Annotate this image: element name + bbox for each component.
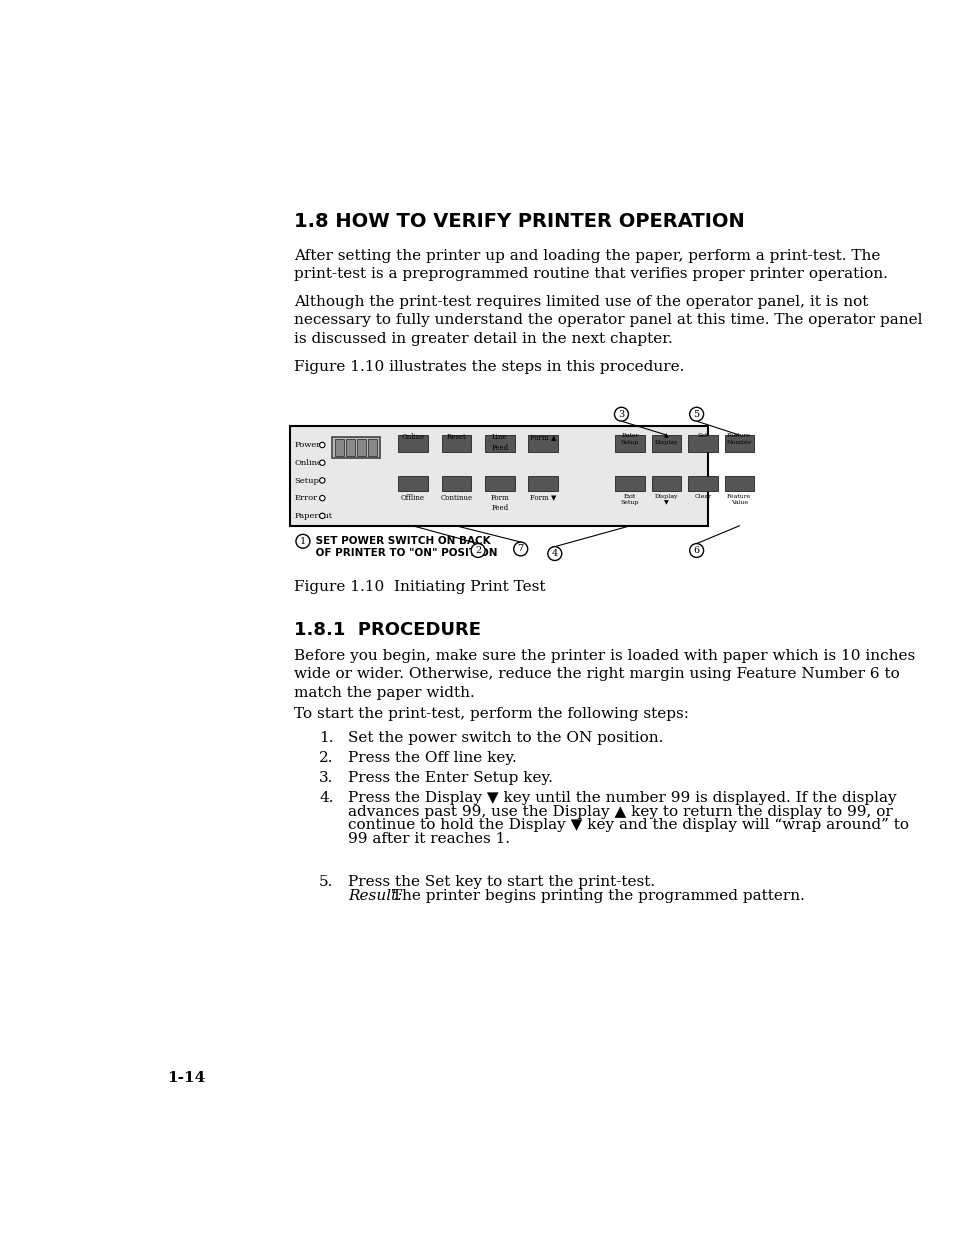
Circle shape xyxy=(319,495,325,501)
Circle shape xyxy=(295,535,310,548)
Text: Form
Feed: Form Feed xyxy=(490,494,509,513)
Bar xyxy=(615,435,644,452)
Bar xyxy=(651,435,680,452)
Bar xyxy=(356,438,365,456)
Text: Reset: Reset xyxy=(446,433,466,442)
Text: 7: 7 xyxy=(517,545,523,553)
Text: 5: 5 xyxy=(693,410,699,418)
Text: ▲
Display: ▲ Display xyxy=(654,433,678,444)
Circle shape xyxy=(471,543,484,557)
Text: 3: 3 xyxy=(618,410,624,418)
Text: Set the power switch to the ON position.: Set the power switch to the ON position. xyxy=(348,730,662,745)
Text: Feature
Value: Feature Value xyxy=(726,494,751,505)
Text: Error: Error xyxy=(294,494,317,503)
Text: Paperout: Paperout xyxy=(294,513,333,520)
Circle shape xyxy=(319,478,325,483)
Bar xyxy=(397,475,427,491)
Text: Online: Online xyxy=(294,459,322,467)
Bar xyxy=(368,438,376,456)
Bar xyxy=(335,438,344,456)
Text: Press the Display ▼ key until the number 99 is displayed. If the display: Press the Display ▼ key until the number… xyxy=(348,791,896,805)
Bar xyxy=(528,435,558,452)
Text: 2.: 2. xyxy=(319,750,334,765)
Text: To start the print-test, perform the following steps:: To start the print-test, perform the fol… xyxy=(294,707,688,721)
Text: 1.8 HOW TO VERIFY PRINTER OPERATION: 1.8 HOW TO VERIFY PRINTER OPERATION xyxy=(294,213,743,232)
Text: Set: Set xyxy=(697,433,707,438)
Bar xyxy=(723,475,753,491)
Text: The printer begins printing the programmed pattern.: The printer begins printing the programm… xyxy=(386,889,803,904)
Circle shape xyxy=(547,547,561,561)
Circle shape xyxy=(689,543,703,557)
Text: 3.: 3. xyxy=(319,771,334,785)
Bar xyxy=(651,475,680,491)
Text: Exit
Setup: Exit Setup xyxy=(620,494,639,505)
Circle shape xyxy=(513,542,527,556)
Text: Form ▲: Form ▲ xyxy=(530,433,556,442)
Text: Before you begin, make sure the printer is loaded with paper which is 10 inches
: Before you begin, make sure the printer … xyxy=(294,649,914,699)
Text: Online: Online xyxy=(401,433,424,442)
Text: 4: 4 xyxy=(551,550,558,558)
Bar xyxy=(397,435,427,452)
Bar xyxy=(687,435,717,452)
Text: 6: 6 xyxy=(693,546,699,555)
Bar xyxy=(528,475,558,491)
Bar xyxy=(346,438,355,456)
Text: Continue: Continue xyxy=(440,494,472,501)
Bar xyxy=(332,437,380,458)
Text: OF PRINTER TO "ON" POSITION: OF PRINTER TO "ON" POSITION xyxy=(312,548,497,558)
Text: Line
Feed: Line Feed xyxy=(491,433,508,452)
Circle shape xyxy=(319,514,325,519)
Bar xyxy=(723,435,753,452)
Text: 99 after it reaches 1.: 99 after it reaches 1. xyxy=(348,832,510,847)
Circle shape xyxy=(689,407,703,421)
Text: advances past 99, use the Display ▲ key to return the display to 99, or: advances past 99, use the Display ▲ key … xyxy=(348,805,892,818)
Bar xyxy=(441,475,471,491)
Bar xyxy=(687,475,717,491)
Text: 1: 1 xyxy=(299,537,306,546)
Text: Result:: Result: xyxy=(348,889,402,904)
Text: 5.: 5. xyxy=(319,875,334,889)
Bar xyxy=(441,435,471,452)
Text: Clear: Clear xyxy=(694,494,711,499)
Bar xyxy=(484,435,514,452)
Text: 1.8.1  PROCEDURE: 1.8.1 PROCEDURE xyxy=(294,620,480,639)
Text: Press the Set key to start the print-test.: Press the Set key to start the print-tes… xyxy=(348,875,655,889)
Text: continue to hold the Display ▼ key and the display will “wrap around” to: continue to hold the Display ▼ key and t… xyxy=(348,818,908,832)
Text: Offline: Offline xyxy=(400,494,424,501)
Text: 1-14: 1-14 xyxy=(167,1071,205,1084)
Circle shape xyxy=(614,407,628,421)
Text: Display
▼: Display ▼ xyxy=(654,494,678,505)
Text: Enter
Setup: Enter Setup xyxy=(620,433,639,444)
Text: After setting the printer up and loading the paper, perform a print-test. The
pr: After setting the printer up and loading… xyxy=(294,249,886,281)
Text: Figure 1.10  Initiating Print Test: Figure 1.10 Initiating Print Test xyxy=(294,579,544,594)
Text: Press the Enter Setup key.: Press the Enter Setup key. xyxy=(348,771,552,785)
Bar xyxy=(615,475,644,491)
Text: Although the print-test requires limited use of the operator panel, it is not
ne: Although the print-test requires limited… xyxy=(294,295,922,345)
Text: SET POWER SWITCH ON BACK: SET POWER SWITCH ON BACK xyxy=(312,536,491,546)
Text: Power: Power xyxy=(294,441,320,449)
Text: Form ▼: Form ▼ xyxy=(530,494,556,501)
Text: Press the Off line key.: Press the Off line key. xyxy=(348,750,517,765)
Text: 4.: 4. xyxy=(319,791,334,805)
Text: Figure 1.10 illustrates the steps in this procedure.: Figure 1.10 illustrates the steps in thi… xyxy=(294,360,683,374)
Circle shape xyxy=(319,442,325,448)
Text: Setup: Setup xyxy=(294,477,319,484)
Bar xyxy=(290,426,707,526)
Text: 1.: 1. xyxy=(319,730,334,745)
Circle shape xyxy=(319,461,325,465)
Text: Feature
Number: Feature Number xyxy=(725,433,751,444)
Text: 2: 2 xyxy=(475,546,480,555)
Bar xyxy=(484,475,514,491)
